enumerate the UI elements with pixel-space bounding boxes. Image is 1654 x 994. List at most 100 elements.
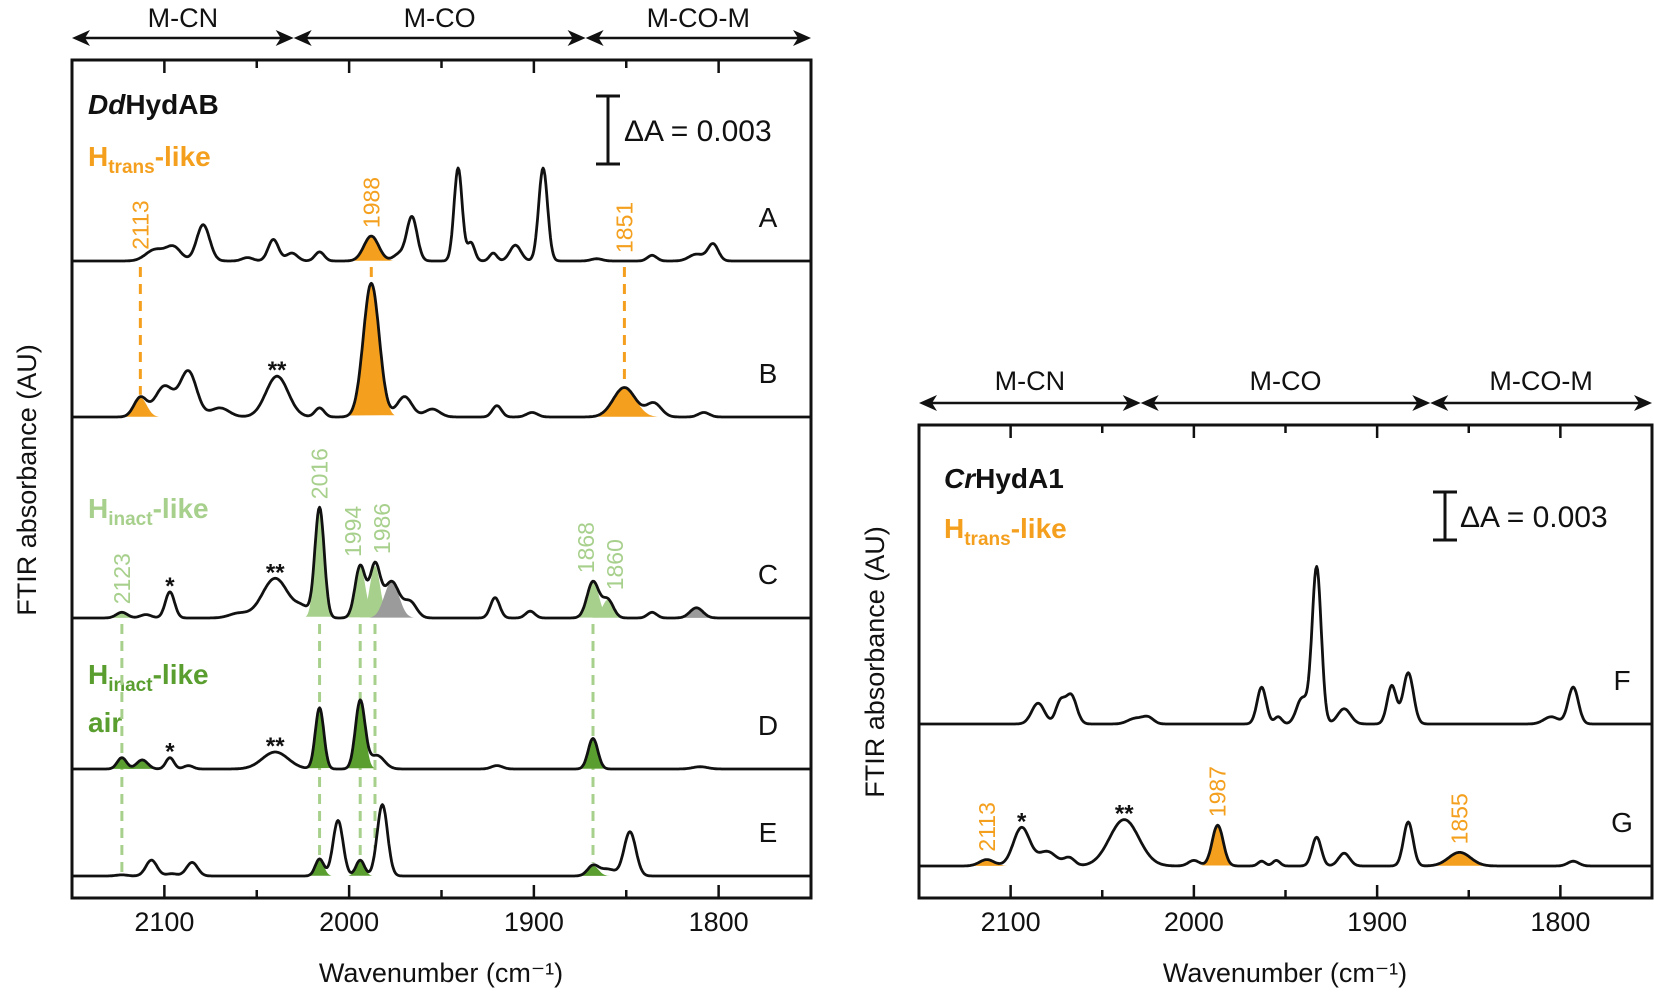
state-main: H (944, 513, 964, 544)
state-label-htrans: Htrans-like (88, 141, 211, 178)
state-label-hinact-air: Hinact-like (88, 659, 209, 696)
peak-label-1851: 1851 (611, 202, 637, 253)
state-label-hinact: Hinact-like (88, 493, 209, 530)
scale-bar (596, 94, 620, 166)
state-sub: trans (964, 529, 1010, 550)
arrow-head-left-icon (1140, 395, 1159, 411)
peak-label-2113: 2113 (974, 802, 1000, 851)
sample-protein: HydAB (125, 89, 218, 120)
x-tick-label: 2000 (1164, 907, 1224, 937)
x-tick-label: 2100 (981, 907, 1041, 937)
sample-title: CrHydA1 (944, 463, 1064, 494)
panel-crhyda1: FTIR absorbance (AU) Wavenumber (cm⁻¹) C… (860, 366, 1654, 988)
peak-label-1855: 1855 (1447, 793, 1473, 844)
region-arrow-m-cn: M-CN (919, 366, 1141, 411)
artifact-marker: ** (268, 357, 287, 384)
spectrum-D: D (71, 698, 812, 771)
sample-genus: Cr (944, 463, 977, 494)
x-tick-label: 1800 (689, 907, 749, 937)
artifact-marker: * (1017, 808, 1027, 835)
sample-protein: HydA1 (975, 463, 1064, 494)
artifact-marker: ** (266, 733, 285, 760)
x-tick-label: 1800 (1530, 907, 1590, 937)
state-main: H (88, 141, 108, 172)
arrow-head-left-icon (585, 30, 604, 46)
scale-bar-label: ΔA = 0.003 (1460, 501, 1608, 534)
spectrum-A: A (71, 166, 812, 263)
peak-label-2113: 2113 (127, 200, 153, 249)
trace-label: G (1611, 807, 1633, 838)
spectrum-line (918, 565, 1653, 726)
sample-title: DdHydAB (88, 89, 219, 120)
region-label: M-CO-M (647, 3, 750, 33)
state-label-htrans: Htrans-like (944, 513, 1067, 550)
state-suffix: -like (1011, 513, 1067, 544)
state-sub: trans (108, 157, 154, 178)
peak-fill-1977 (369, 581, 414, 618)
x-tick-label: 2000 (319, 907, 379, 937)
state-sub: inact (108, 675, 153, 696)
spectrum-B: B (71, 281, 812, 419)
spectrum-G: G (918, 807, 1653, 868)
spectrum-line (71, 698, 812, 771)
arrow-head-right-icon (1122, 395, 1141, 411)
trace-label: E (759, 817, 778, 848)
spectrum-C: C (71, 505, 812, 620)
plot-frame (917, 423, 1654, 900)
spectrum-line (71, 803, 812, 878)
peak-label-1986: 1986 (369, 503, 395, 554)
spectrum-line (71, 166, 812, 263)
trace-label: C (758, 559, 778, 590)
region-label: M-CN (148, 3, 218, 33)
state-suffix: -like (153, 659, 209, 690)
spectrum-line (71, 281, 812, 419)
region-label: M-CO-M (1489, 366, 1592, 396)
spectrum-E: E (71, 803, 812, 878)
state-label-air: air (88, 707, 122, 738)
state-main: H (88, 659, 108, 690)
trace-label: B (759, 358, 778, 389)
x-axis-label: Wavenumber (cm⁻¹) (319, 958, 563, 988)
arrow-head-left-icon (293, 30, 312, 46)
artifact-marker: ** (1115, 801, 1134, 828)
sample-genus: Dd (88, 89, 126, 120)
trace-label: F (1613, 665, 1630, 696)
region-arrow-m-cn: M-CN (72, 3, 294, 46)
state-suffix: -like (155, 141, 211, 172)
region-label: M-CN (995, 366, 1065, 396)
region-label: M-CO (1250, 366, 1322, 396)
x-axis-label: Wavenumber (cm⁻¹) (1163, 958, 1407, 988)
trace-label: D (758, 710, 778, 741)
peak-label-1860: 1860 (602, 539, 628, 590)
plot-frame (70, 58, 813, 900)
y-axis-label: FTIR absorbance (AU) (860, 526, 890, 798)
arrow-head-left-icon (1430, 395, 1449, 411)
state-suffix: -like (153, 493, 209, 524)
region-arrow-m-co: M-CO (1140, 366, 1431, 411)
peak-label-1987: 1987 (1205, 766, 1231, 817)
arrow-head-right-icon (275, 30, 294, 46)
arrow-head-left-icon (72, 30, 90, 46)
arrow-head-left-icon (919, 395, 937, 411)
spectrum-line (918, 818, 1653, 868)
region-arrow-m-co-m: M-CO-M (585, 3, 811, 46)
state-sub: inact (108, 509, 153, 530)
peak-label-1868: 1868 (573, 522, 599, 573)
scale-bar (1433, 490, 1457, 542)
panel-ddhydab: FTIR absorbance (AU) Wavenumber (cm⁻¹) D… (12, 3, 813, 988)
region-arrow-m-co-m: M-CO-M (1430, 366, 1652, 411)
arrow-head-right-icon (1412, 395, 1431, 411)
spectrum-F: F (918, 565, 1653, 726)
peak-label-1988: 1988 (358, 177, 384, 228)
spectrum-line (71, 505, 812, 620)
state-main: H (88, 493, 108, 524)
arrow-head-right-icon (793, 30, 811, 46)
arrow-head-right-icon (567, 30, 586, 46)
peak-label-1994: 1994 (340, 506, 366, 557)
arrow-head-right-icon (1634, 395, 1652, 411)
region-label: M-CO (404, 3, 476, 33)
region-arrow-m-co: M-CO (293, 3, 586, 46)
scale-bar-label: ΔA = 0.003 (624, 115, 772, 148)
trace-label: A (759, 202, 778, 233)
